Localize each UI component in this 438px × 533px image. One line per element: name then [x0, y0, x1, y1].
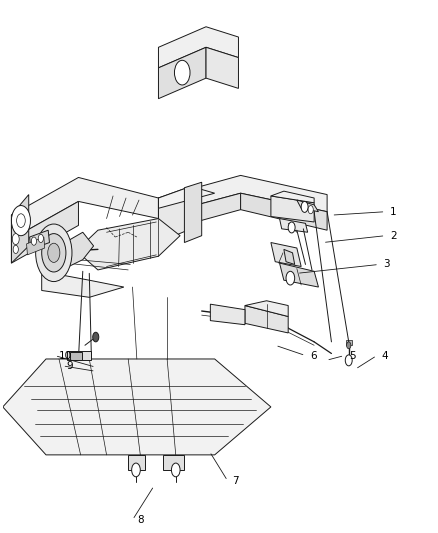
Text: 2: 2 — [390, 231, 396, 241]
Polygon shape — [297, 200, 318, 212]
Circle shape — [38, 235, 43, 243]
Polygon shape — [159, 175, 327, 215]
Polygon shape — [128, 455, 145, 470]
Circle shape — [345, 355, 352, 366]
Circle shape — [286, 271, 295, 285]
Circle shape — [35, 224, 72, 281]
Polygon shape — [42, 271, 124, 297]
Polygon shape — [271, 243, 301, 266]
Polygon shape — [240, 193, 327, 230]
Circle shape — [13, 245, 18, 254]
Polygon shape — [206, 47, 238, 88]
Circle shape — [32, 237, 36, 245]
Polygon shape — [159, 27, 238, 68]
Polygon shape — [11, 195, 29, 263]
Text: 3: 3 — [383, 260, 390, 270]
Text: 10: 10 — [59, 351, 72, 360]
Polygon shape — [3, 359, 271, 455]
Circle shape — [308, 206, 313, 214]
Circle shape — [174, 60, 190, 85]
Polygon shape — [159, 193, 240, 232]
Polygon shape — [279, 263, 318, 287]
Polygon shape — [184, 182, 202, 243]
Polygon shape — [159, 47, 206, 99]
Polygon shape — [11, 201, 78, 263]
Circle shape — [301, 201, 308, 212]
Circle shape — [17, 214, 25, 228]
Polygon shape — [11, 177, 159, 239]
Polygon shape — [70, 352, 82, 360]
Polygon shape — [210, 304, 245, 325]
Text: 8: 8 — [137, 515, 144, 525]
Circle shape — [171, 463, 180, 477]
Circle shape — [42, 233, 66, 272]
Polygon shape — [346, 340, 352, 345]
Circle shape — [288, 222, 295, 233]
Circle shape — [93, 332, 99, 342]
Polygon shape — [159, 187, 215, 208]
Polygon shape — [27, 237, 45, 255]
Text: 5: 5 — [349, 351, 355, 360]
Polygon shape — [279, 219, 307, 232]
Circle shape — [12, 233, 19, 245]
Circle shape — [132, 463, 140, 477]
Text: 7: 7 — [232, 476, 239, 486]
Text: 1: 1 — [390, 207, 396, 217]
Circle shape — [346, 342, 351, 349]
Polygon shape — [271, 196, 314, 222]
Polygon shape — [76, 219, 180, 270]
Text: 6: 6 — [310, 351, 316, 360]
Polygon shape — [245, 305, 288, 333]
Circle shape — [11, 206, 31, 236]
Polygon shape — [67, 351, 92, 360]
Text: 4: 4 — [381, 351, 388, 360]
Polygon shape — [159, 187, 191, 243]
Polygon shape — [245, 301, 288, 317]
Circle shape — [48, 243, 60, 262]
Polygon shape — [163, 455, 184, 470]
Polygon shape — [30, 230, 49, 249]
Text: 9: 9 — [67, 361, 74, 371]
Polygon shape — [59, 232, 94, 271]
Polygon shape — [271, 191, 314, 203]
Polygon shape — [284, 249, 295, 264]
